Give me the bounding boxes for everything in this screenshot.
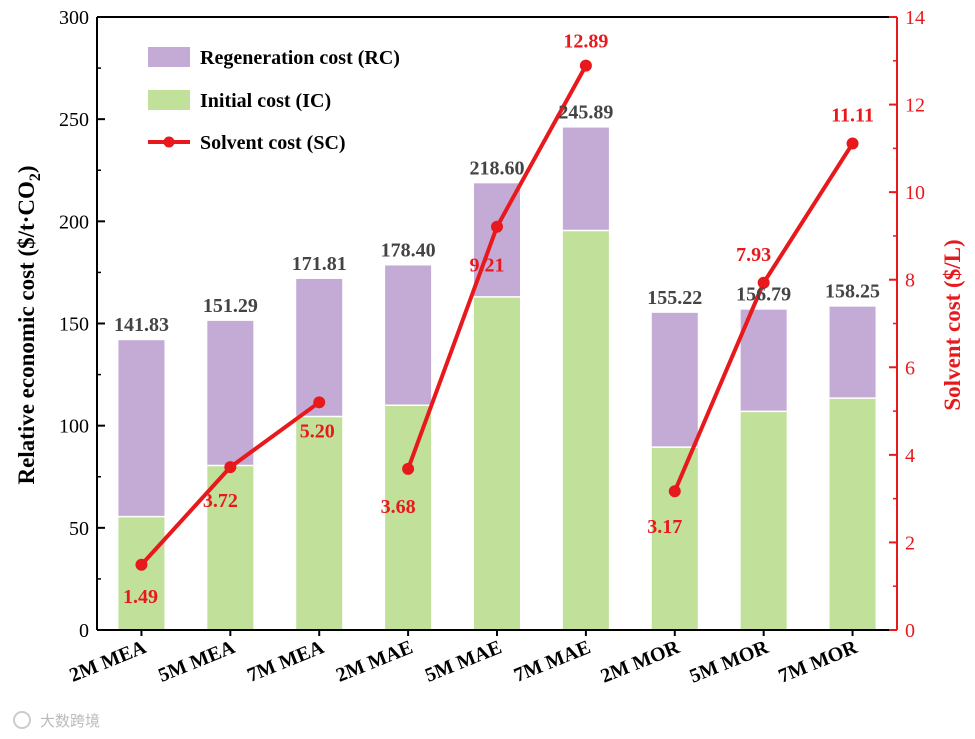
x-category-label: 2M MEA — [66, 636, 149, 687]
watermark-icon — [13, 711, 31, 729]
sc-value-label: 3.72 — [203, 490, 238, 512]
legend-swatch-ic — [148, 90, 190, 110]
bar-ic — [474, 296, 520, 630]
sc-value-label: 7.93 — [736, 244, 771, 266]
bar-rc — [385, 265, 432, 406]
bar-ic — [385, 405, 432, 630]
bar-total-label: 178.40 — [381, 239, 436, 261]
sc-point — [757, 276, 770, 289]
y-right-tick-label: 10 — [905, 182, 925, 204]
bar-total-label: 158.25 — [825, 281, 880, 303]
bar-total-label: 218.60 — [470, 157, 525, 179]
y-left-tick-label: 0 — [79, 620, 89, 642]
bar-rc — [296, 278, 343, 417]
sc-value-label: 1.49 — [123, 586, 158, 608]
y-right-axis-title: Solvent cost ($/L) — [940, 239, 965, 410]
y-right-tick-label: 4 — [905, 445, 915, 467]
bar-rc — [651, 312, 698, 448]
sc-value-label: 12.89 — [563, 31, 608, 53]
y-right-tick-label: 6 — [905, 357, 915, 379]
x-category-label: 7M MAE — [511, 636, 594, 687]
y-left-tick-label: 150 — [59, 314, 89, 336]
sc-point — [224, 461, 237, 474]
bar-ic — [118, 516, 165, 630]
sc-value-label: 11.11 — [831, 105, 874, 127]
bar-total-label: 141.83 — [114, 314, 169, 336]
bar-total-label: 156.79 — [736, 284, 791, 306]
bar-ic — [651, 447, 698, 630]
sc-value-label: 9.21 — [470, 255, 505, 277]
sc-value-label: 3.17 — [647, 516, 682, 538]
legend-marker-sc — [163, 136, 175, 148]
legend-label-rc: Regeneration cost (RC) — [200, 47, 400, 69]
x-category-label: 2M MOR — [598, 636, 683, 688]
sc-point — [668, 485, 681, 498]
bar-total-label: 151.29 — [203, 295, 258, 317]
x-category-label: 7M MEA — [244, 636, 327, 687]
bar-ic — [829, 398, 876, 630]
y-right-tick-label: 14 — [905, 7, 925, 29]
sc-value-label: 5.20 — [300, 420, 335, 442]
sc-point — [579, 59, 592, 72]
y-left-tick-label: 100 — [59, 416, 89, 438]
bar-rc — [829, 306, 876, 399]
sc-point — [846, 137, 859, 150]
y-right-tick-label: 12 — [905, 95, 925, 117]
y-left-tick-label: 200 — [59, 211, 89, 233]
legend: Regeneration cost (RC) Initial cost (IC)… — [148, 47, 400, 154]
bar-rc — [740, 309, 787, 412]
bar-rc — [562, 127, 609, 231]
sc-point — [402, 462, 415, 475]
legend-label-sc: Solvent cost (SC) — [200, 132, 346, 154]
legend-swatch-rc — [148, 47, 190, 67]
bar-total-label: 171.81 — [292, 253, 347, 275]
y-left-tick-label: 50 — [69, 518, 89, 540]
y-left-axis-title: Relative economic cost ($/t·CO2) — [14, 165, 44, 484]
sc-point — [491, 220, 503, 233]
bar-ic — [207, 465, 254, 630]
y-left-tick-label: 250 — [59, 109, 89, 131]
sc-point — [313, 396, 326, 409]
bar-rc — [207, 320, 254, 466]
sc-value-label: 3.68 — [381, 496, 416, 518]
y-right-tick-label: 8 — [905, 270, 915, 292]
bar-rc — [118, 340, 165, 517]
y-left-tick-label: 300 — [59, 7, 89, 29]
bar-total-label: 155.22 — [647, 287, 702, 309]
y-right-tick-label: 2 — [905, 532, 915, 554]
bar-ic — [740, 411, 787, 630]
sc-point — [135, 558, 148, 571]
x-category-label: 5M MEA — [155, 636, 238, 687]
bar-total-label: 245.89 — [558, 102, 613, 124]
legend-label-ic: Initial cost (IC) — [200, 90, 331, 112]
bar-ic — [562, 230, 609, 631]
y-right-tick-label: 0 — [905, 620, 915, 642]
x-category-label: 7M MOR — [775, 636, 860, 688]
x-category-label: 2M MAE — [333, 636, 416, 687]
watermark-text: 大数跨境 — [40, 712, 100, 730]
x-category-label: 5M MOR — [687, 636, 772, 688]
bar-ic — [296, 416, 343, 630]
x-category-label: 5M MAE — [422, 636, 505, 687]
